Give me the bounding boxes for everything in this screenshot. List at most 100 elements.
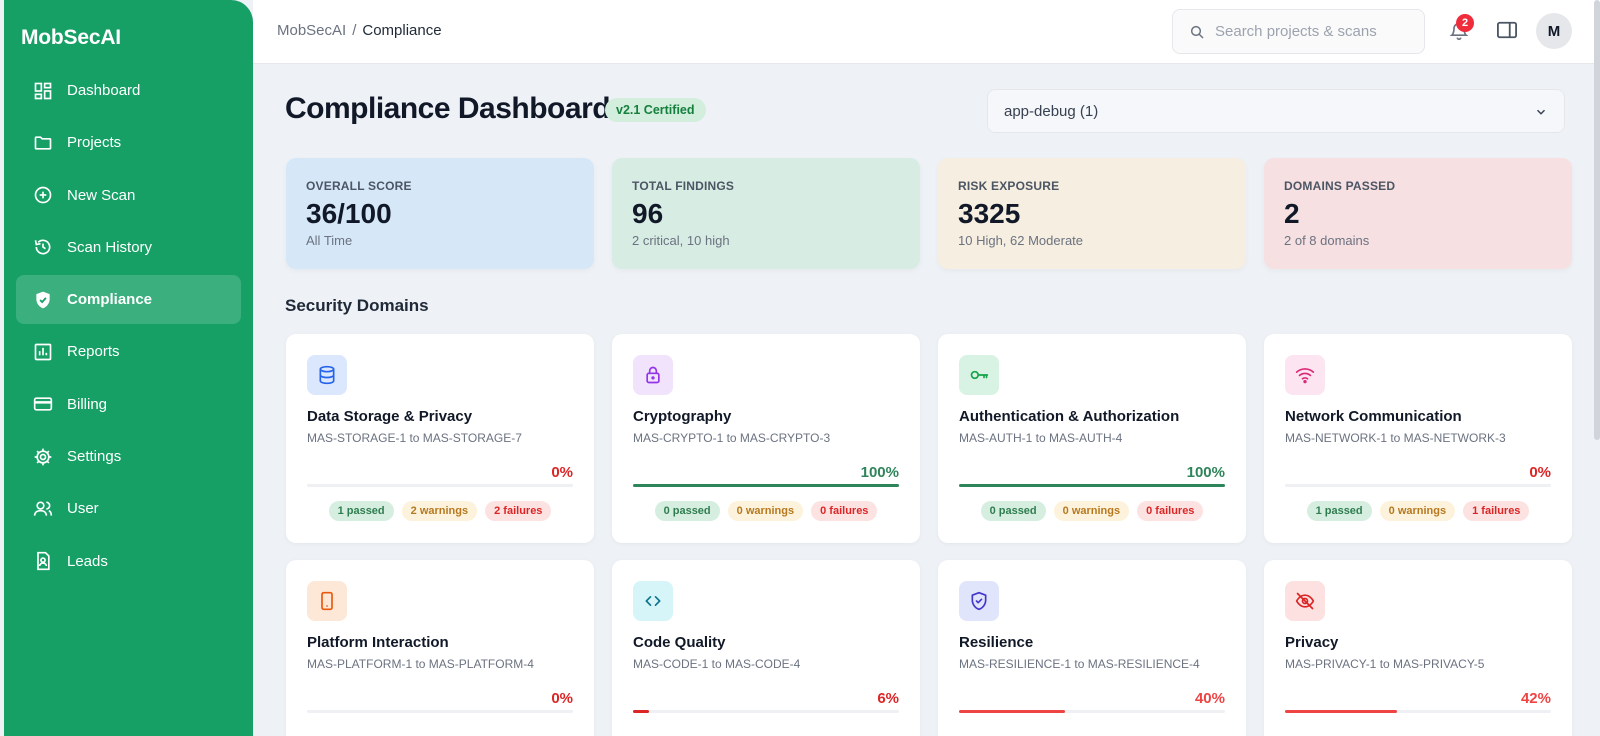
domain-card[interactable]: Platform Interaction MAS-PLATFORM-1 to MA…	[286, 560, 594, 736]
sidebar-item-new-scan[interactable]: New Scan	[16, 171, 241, 220]
smartphone-icon	[307, 581, 347, 621]
domain-percentage: 100%	[860, 464, 899, 481]
stat-subtitle: 2 critical, 10 high	[632, 233, 730, 248]
status-pills: 0 passed 0 warnings 0 failures	[612, 501, 920, 521]
sidebar-item-reports[interactable]: Reports	[16, 327, 241, 376]
chevron-down-icon	[1536, 109, 1546, 115]
stat-value: 36/100	[306, 198, 392, 229]
status-pills: 1 passed 2 warnings 2 failures	[286, 501, 594, 521]
stat-value: 96	[632, 198, 664, 229]
dashboard-icon	[33, 81, 53, 101]
stat-value: 2	[1284, 198, 1300, 229]
key-icon	[959, 355, 999, 395]
domain-range: MAS-CODE-1 to MAS-CODE-4	[633, 657, 801, 671]
warnings-badge: 0 warnings	[1053, 501, 1130, 521]
stat-label: RISK EXPOSURE	[958, 179, 1060, 193]
code-icon	[633, 581, 673, 621]
warnings-badge: 2 warnings	[401, 501, 478, 521]
stat-label: OVERALL SCORE	[306, 179, 412, 193]
domain-percentage: 0%	[551, 464, 573, 481]
progress-bar	[1285, 484, 1551, 487]
sidebar-item-label: New Scan	[67, 186, 136, 204]
breadcrumb-current: Compliance	[362, 22, 442, 39]
bar-chart-icon	[33, 342, 53, 362]
app-select[interactable]: app-debug (1)	[987, 89, 1565, 133]
credit-card-icon	[33, 394, 53, 414]
domain-card[interactable]: Cryptography MAS-CRYPTO-1 to MAS-CRYPTO-3…	[612, 334, 920, 543]
scrollbar[interactable]	[1594, 0, 1600, 440]
stat-label: TOTAL FINDINGS	[632, 179, 735, 193]
progress-fill	[959, 484, 1225, 487]
wifi-icon	[1285, 355, 1325, 395]
domain-percentage: 40%	[1194, 690, 1225, 707]
lock-icon	[633, 355, 673, 395]
sidebar-item-label: Scan History	[67, 238, 153, 256]
search-input[interactable]	[1215, 23, 1405, 40]
sidebar-item-projects[interactable]: Projects	[16, 118, 241, 167]
sidebar-item-label: Reports	[67, 343, 120, 361]
sidebar-item-settings[interactable]: Settings	[16, 432, 241, 481]
domain-card[interactable]: Privacy MAS-PRIVACY-1 to MAS-PRIVACY-5 42%	[1264, 560, 1572, 736]
stat-subtitle: 2 of 8 domains	[1284, 233, 1370, 248]
sidebar-item-user[interactable]: User	[16, 484, 241, 533]
page-title: Compliance Dashboard	[285, 92, 611, 125]
passed-badge: 1 passed	[328, 501, 394, 521]
domain-card[interactable]: Data Storage & Privacy MAS-STORAGE-1 to M…	[286, 334, 594, 543]
stat-card: TOTAL FINDINGS 96 2 critical, 10 high	[612, 158, 920, 269]
sidebar-item-label: Billing	[67, 395, 108, 413]
shield-check-icon	[33, 290, 53, 310]
sidebar-item-label: Dashboard	[67, 82, 141, 99]
progress-bar	[959, 710, 1225, 713]
domain-range: MAS-CRYPTO-1 to MAS-CRYPTO-3	[633, 431, 831, 445]
progress-fill	[633, 484, 899, 487]
domain-title: Code Quality	[633, 634, 726, 651]
sidebar-item-label: Settings	[67, 448, 122, 466]
domain-card[interactable]: Authentication & Authorization MAS-AUTH-1…	[938, 334, 1246, 543]
topbar: MobSecAI / Compliance 2 M	[253, 0, 1600, 64]
progress-fill	[633, 710, 649, 713]
gear-icon	[33, 447, 53, 467]
domain-percentage: 42%	[1520, 690, 1551, 707]
domain-range: MAS-PLATFORM-1 to MAS-PLATFORM-4	[307, 657, 534, 671]
domain-range: MAS-NETWORK-1 to MAS-NETWORK-3	[1285, 431, 1506, 445]
domain-title: Cryptography	[633, 408, 732, 425]
avatar[interactable]: M	[1536, 13, 1572, 49]
sidebar-item-label: User	[67, 500, 99, 518]
app-select-value: app-debug (1)	[1004, 102, 1099, 120]
passed-badge: 0 passed	[980, 501, 1046, 521]
stat-card: DOMAINS PASSED 2 2 of 8 domains	[1264, 158, 1572, 269]
search-icon	[1190, 25, 1204, 39]
warnings-badge: 0 warnings	[727, 501, 804, 521]
domain-title: Privacy	[1285, 634, 1339, 651]
domain-percentage: 6%	[877, 690, 899, 707]
sidebar-item-dashboard[interactable]: Dashboard	[16, 66, 241, 115]
failures-badge: 0 failures	[811, 501, 878, 521]
failures-badge: 1 failures	[1463, 501, 1530, 521]
sidebar-item-scan-history[interactable]: Scan History	[16, 223, 241, 272]
domain-card[interactable]: Resilience MAS-RESILIENCE-1 to MAS-RESILI…	[938, 560, 1246, 736]
sidebar-item-label: Projects	[67, 134, 122, 152]
sidebar-item-billing[interactable]: Billing	[16, 380, 241, 429]
sidebar-item-compliance[interactable]: Compliance	[16, 275, 241, 325]
section-title: Security Domains	[285, 296, 429, 315]
sidebar-panel-icon[interactable]	[1496, 20, 1518, 40]
progress-fill	[1285, 710, 1397, 713]
domain-title: Resilience	[959, 634, 1034, 651]
sidebar: MobSecAI Dashboard Projects New Scan Scan H…	[4, 0, 253, 736]
folder-icon	[33, 133, 53, 153]
domain-card[interactable]: Code Quality MAS-CODE-1 to MAS-CODE-4 6%	[612, 560, 920, 736]
sidebar-item-leads[interactable]: Leads	[16, 537, 241, 586]
domain-title: Authentication & Authorization	[959, 408, 1180, 425]
stat-value: 3325	[958, 198, 1021, 229]
breadcrumb-root[interactable]: MobSecAI	[277, 22, 347, 39]
sidebar-item-label: Compliance	[67, 291, 153, 309]
stat-card: OVERALL SCORE 36/100 All Time	[286, 158, 594, 269]
plus-circle-icon	[33, 185, 53, 205]
domain-card[interactable]: Network Communication MAS-NETWORK-1 to MA…	[1264, 334, 1572, 543]
sidebar-item-label: Leads	[67, 552, 108, 570]
status-pills: 1 passed 0 warnings 1 failures	[1264, 501, 1572, 521]
search-box[interactable]	[1172, 9, 1425, 54]
app-logo[interactable]: MobSecAI	[21, 26, 121, 49]
domain-range: MAS-STORAGE-1 to MAS-STORAGE-7	[307, 431, 522, 445]
passed-badge: 1 passed	[1306, 501, 1372, 521]
